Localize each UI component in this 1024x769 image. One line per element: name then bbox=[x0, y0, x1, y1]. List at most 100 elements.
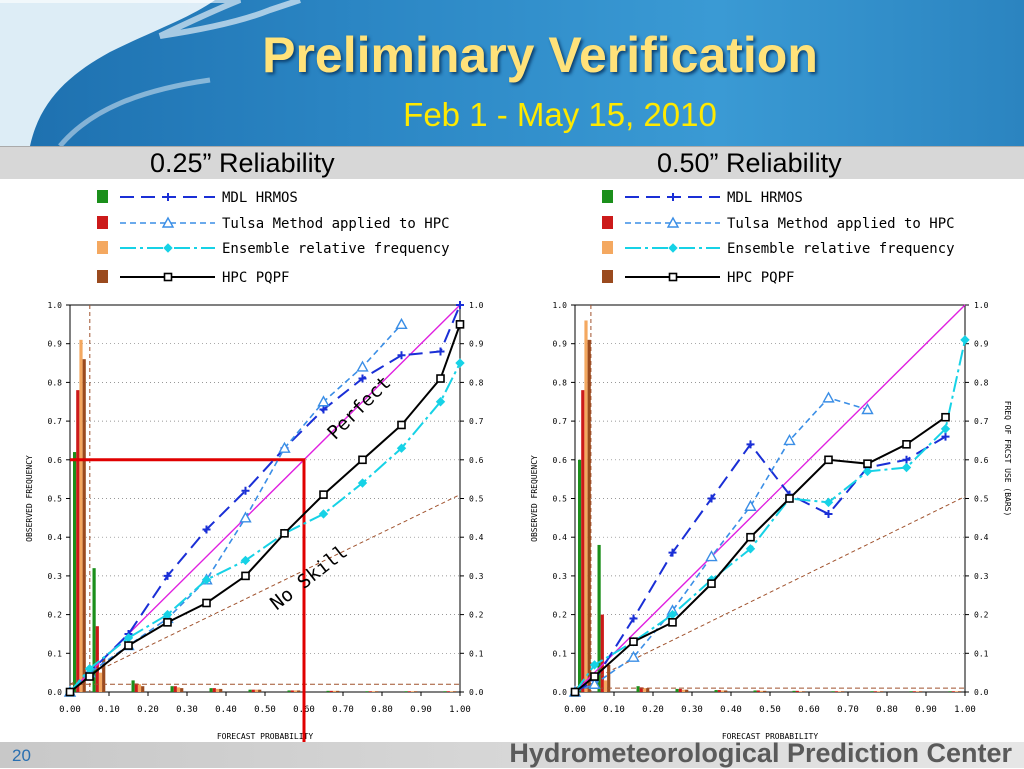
frequency-bar bbox=[919, 691, 923, 692]
y-tick-label: 0.3 bbox=[553, 572, 568, 581]
frequency-bar bbox=[365, 691, 369, 692]
frequency-bar bbox=[581, 390, 585, 692]
frequency-bar bbox=[297, 690, 301, 692]
frequency-bar bbox=[951, 691, 955, 692]
series-marker bbox=[65, 687, 75, 697]
frequency-bar bbox=[407, 691, 411, 692]
slide-header: Preliminary Verification Feb 1 - May 15,… bbox=[0, 0, 1024, 146]
x-tick-label: 0.10 bbox=[603, 705, 625, 715]
legend-label: Tulsa Method applied to HPC bbox=[727, 216, 955, 232]
y-tick-label: 0.1 bbox=[48, 649, 63, 658]
y-right-tick-label: 0.4 bbox=[469, 533, 484, 542]
frequency-bar bbox=[76, 390, 80, 692]
frequency-bar bbox=[607, 664, 611, 692]
series-marker bbox=[707, 579, 716, 588]
y-tick-label: 0.6 bbox=[553, 456, 568, 465]
x-tick-label: 0.90 bbox=[410, 705, 432, 715]
plot-group: MDL HRMOS Tulsa Method applied to HPC Ense… bbox=[25, 190, 484, 742]
x-tick-label: 1.00 bbox=[449, 705, 471, 715]
frequency-bar bbox=[717, 690, 721, 692]
frequency-bar bbox=[675, 688, 679, 692]
y-tick-label: 0.5 bbox=[48, 495, 63, 504]
frequency-bar bbox=[578, 459, 582, 692]
frequency-bar bbox=[724, 690, 728, 692]
frequency-bar bbox=[837, 691, 842, 692]
legend-swatch bbox=[602, 216, 613, 229]
series-marker bbox=[241, 486, 250, 495]
legend-marker bbox=[164, 193, 172, 201]
legend-label: HPC PQPF bbox=[222, 270, 289, 286]
frequency-bar bbox=[219, 688, 223, 692]
x-tick-label: 0.10 bbox=[98, 705, 120, 715]
y-right-tick-label: 0.4 bbox=[974, 533, 989, 542]
y-right-tick-label: 0.5 bbox=[469, 495, 484, 504]
frequency-bar bbox=[254, 689, 259, 692]
series-marker bbox=[940, 424, 951, 434]
page-title: Preliminary Verification bbox=[262, 27, 818, 83]
x-tick-label: 0.20 bbox=[642, 705, 664, 715]
slide-number: 20 bbox=[12, 746, 31, 765]
frequency-bar bbox=[685, 689, 689, 692]
series-marker bbox=[901, 462, 912, 473]
footer-bar bbox=[0, 742, 1024, 768]
frequency-bar bbox=[870, 691, 874, 692]
frequency-bar bbox=[368, 691, 372, 692]
frequency-bar bbox=[603, 680, 608, 692]
series-marker bbox=[397, 420, 406, 430]
frequency-bar bbox=[79, 339, 83, 692]
y-tick-label: 1.0 bbox=[48, 301, 63, 310]
y-tick-label: 0.9 bbox=[553, 340, 568, 349]
frequency-bar bbox=[215, 688, 220, 692]
frequency-bar bbox=[948, 691, 952, 692]
x-tick-label: 0.50 bbox=[759, 705, 781, 715]
frequency-bar bbox=[287, 690, 291, 692]
x-tick-label: 0.20 bbox=[137, 705, 159, 715]
perfect-reliability-line bbox=[574, 304, 966, 693]
series-marker bbox=[744, 499, 757, 511]
y-right-tick-label: 0.9 bbox=[469, 340, 484, 349]
y-right-tick-label: 1.0 bbox=[469, 301, 484, 310]
frequency-bar bbox=[753, 690, 757, 692]
series-marker bbox=[570, 687, 580, 697]
series-marker bbox=[863, 459, 872, 468]
frequency-bar bbox=[98, 672, 103, 692]
y-right-tick-label: 0.3 bbox=[469, 572, 484, 581]
frequency-bar bbox=[176, 687, 181, 692]
legend-marker bbox=[161, 216, 175, 228]
y-tick-label: 0.3 bbox=[48, 572, 63, 581]
legend-swatch bbox=[97, 241, 108, 254]
x-tick-label: 0.80 bbox=[876, 705, 898, 715]
frequency-bar bbox=[82, 359, 86, 692]
legend-label: Tulsa Method applied to HPC bbox=[222, 216, 450, 232]
y-right-tick-label: 0.6 bbox=[469, 456, 484, 465]
series-marker bbox=[319, 490, 328, 499]
x-tick-label: 0.40 bbox=[720, 705, 742, 715]
x-tick-label: 1.00 bbox=[954, 705, 976, 715]
y-right-axis-label: FREQ OF FRCST USE (BARS) bbox=[1003, 401, 1012, 517]
frequency-bar bbox=[290, 690, 294, 692]
series-marker bbox=[862, 466, 873, 477]
series-marker bbox=[627, 650, 640, 662]
frequency-bar bbox=[212, 688, 216, 692]
reliability-chart-025: MDL HRMOS Tulsa Method applied to HPC Ense… bbox=[25, 190, 484, 742]
y-right-tick-label: 0.3 bbox=[974, 572, 989, 581]
y-tick-label: 0.5 bbox=[553, 495, 568, 504]
frequency-bar bbox=[714, 690, 718, 692]
frequency-bar bbox=[756, 690, 760, 692]
series-marker bbox=[455, 358, 465, 368]
y-right-tick-label: 0.1 bbox=[974, 649, 989, 658]
y-tick-label: 0.2 bbox=[48, 611, 63, 620]
x-tick-label: 0.00 bbox=[59, 705, 81, 715]
series-marker bbox=[861, 403, 874, 415]
series-line bbox=[69, 323, 403, 693]
y-tick-label: 0.8 bbox=[48, 378, 63, 387]
frequency-bar bbox=[404, 691, 408, 692]
y-right-tick-label: 0.1 bbox=[469, 649, 484, 658]
series-marker bbox=[358, 455, 367, 465]
y-axis-label: OBSERVED FREQUENCY bbox=[25, 455, 34, 542]
frequency-bar bbox=[792, 690, 796, 692]
series-marker bbox=[436, 374, 445, 383]
frequency-bar bbox=[841, 691, 845, 692]
frequency-bar bbox=[92, 568, 96, 692]
series-marker bbox=[318, 509, 329, 519]
